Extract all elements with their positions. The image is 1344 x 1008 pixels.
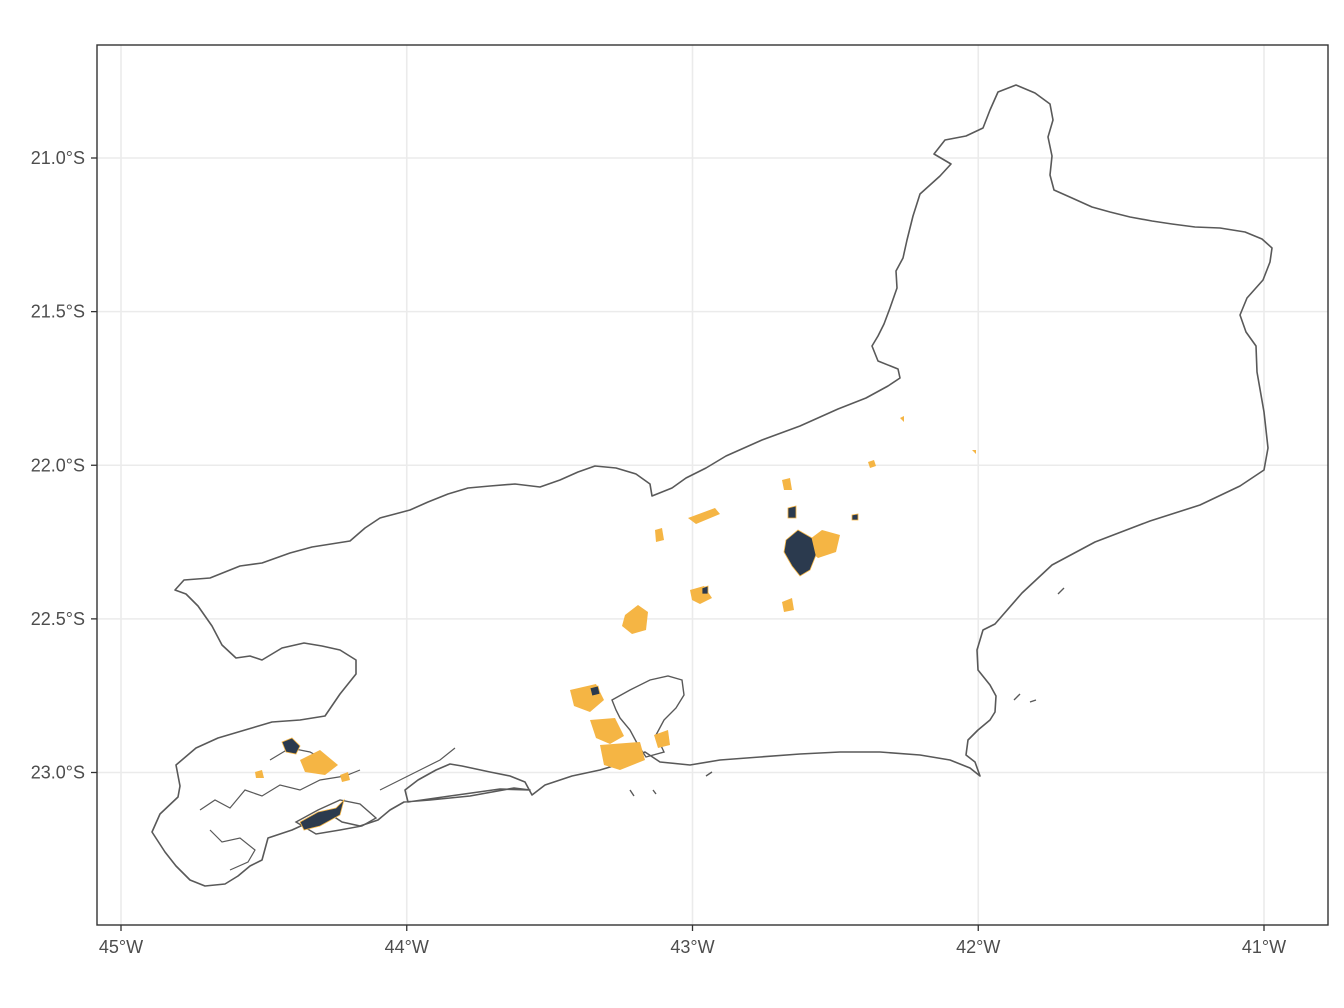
x-tick-label: 43°W [670,937,714,957]
x-tick-label: 41°W [1242,937,1286,957]
graticule [97,45,1328,925]
sepetiba-coast [199,747,456,871]
y-tick-label: 23.0°S [31,763,85,783]
urban-core-areas [281,505,859,831]
x-tick-label: 45°W [99,937,143,957]
x-tick-label: 44°W [385,937,429,957]
y-tick-label: 22.5°S [31,609,85,629]
x-axis: 45°W 44°W 43°W 42°W 41°W [99,925,1286,957]
y-axis: 21.0°S 21.5°S 22.0°S 22.5°S 23.0°S [31,148,97,783]
guanabara-bay [611,675,685,758]
y-tick-label: 21.5°S [31,302,85,322]
urban-fringe-areas [255,416,976,782]
panel-border [96,44,1329,926]
x-tick-label: 42°W [956,937,1000,957]
coastal-islands [629,587,1065,797]
state-boundary [151,84,1273,887]
y-tick-label: 22.0°S [31,455,85,475]
ilha-grande [294,799,378,835]
y-tick-label: 21.0°S [31,148,85,168]
